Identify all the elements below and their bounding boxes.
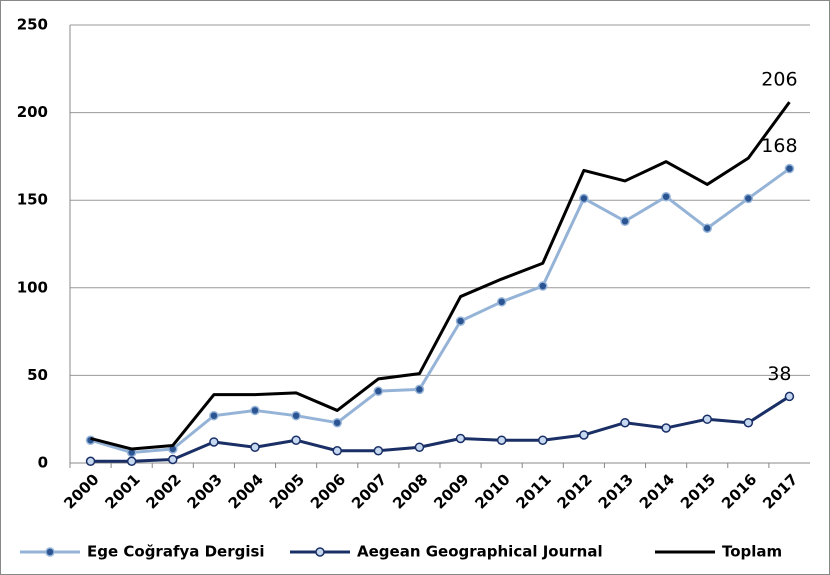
point bbox=[332, 417, 342, 428]
legend-marker bbox=[315, 547, 325, 557]
series-line bbox=[90, 101, 791, 451]
point bbox=[496, 297, 507, 307]
point bbox=[414, 442, 425, 452]
point bbox=[579, 193, 589, 204]
point bbox=[332, 445, 342, 456]
point bbox=[414, 384, 425, 395]
point bbox=[250, 442, 260, 452]
point bbox=[538, 435, 548, 445]
point bbox=[661, 423, 671, 433]
point bbox=[250, 405, 260, 416]
y-tick-label: 100 bbox=[17, 278, 48, 296]
point bbox=[126, 456, 137, 466]
point bbox=[291, 435, 301, 445]
point bbox=[743, 417, 754, 428]
y-tick-label: 0 bbox=[38, 454, 48, 472]
data-label: 168 bbox=[761, 135, 797, 157]
data-label: 38 bbox=[767, 363, 791, 385]
point bbox=[743, 193, 754, 204]
point bbox=[784, 391, 795, 402]
point bbox=[661, 191, 671, 202]
point bbox=[784, 163, 795, 174]
point bbox=[620, 417, 630, 428]
point bbox=[620, 216, 630, 226]
point bbox=[85, 456, 96, 466]
point bbox=[702, 414, 712, 424]
point bbox=[209, 437, 219, 447]
point bbox=[455, 316, 466, 326]
legend-label: Toplam bbox=[722, 543, 782, 561]
point bbox=[373, 445, 384, 456]
point bbox=[168, 454, 178, 465]
point bbox=[579, 430, 589, 440]
y-tick-label: 150 bbox=[17, 191, 48, 209]
y-tick-label: 50 bbox=[27, 366, 48, 384]
y-tick-label: 200 bbox=[17, 103, 48, 121]
legend-label: Ege Coğrafya Dergisi bbox=[87, 543, 265, 561]
point bbox=[538, 281, 548, 291]
legend-label: Aegean Geographical Journal bbox=[357, 543, 603, 561]
legend-marker bbox=[45, 547, 55, 557]
y-tick-label: 250 bbox=[17, 16, 48, 34]
point bbox=[291, 410, 301, 421]
point bbox=[496, 435, 507, 445]
series-line bbox=[90, 395, 791, 463]
point bbox=[702, 223, 712, 233]
point bbox=[209, 410, 219, 421]
data-label: 206 bbox=[761, 69, 797, 91]
point bbox=[373, 386, 384, 396]
series-line bbox=[90, 167, 791, 454]
point bbox=[455, 433, 466, 444]
